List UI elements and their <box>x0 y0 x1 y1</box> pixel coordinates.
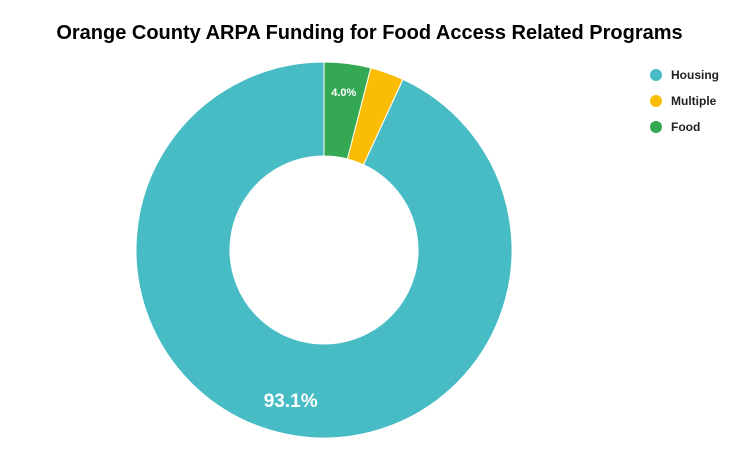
legend-item-housing[interactable]: Housing <box>650 62 719 88</box>
slice-housing[interactable] <box>135 61 513 439</box>
data-label-food: 4.0% <box>331 87 356 99</box>
legend-item-multiple[interactable]: Multiple <box>650 88 719 114</box>
data-label-housing: 93.1% <box>264 391 318 412</box>
legend: Housing Multiple Food <box>650 62 719 140</box>
legend-swatch-housing <box>650 69 662 81</box>
legend-swatch-multiple <box>650 95 662 107</box>
slice-food[interactable] <box>323 61 372 160</box>
legend-label-food: Food <box>671 120 701 134</box>
legend-label-multiple: Multiple <box>671 94 717 108</box>
labels-group: 93.1% 4.0% <box>264 87 357 412</box>
legend-label-housing: Housing <box>671 68 719 82</box>
legend-swatch-food <box>650 121 662 133</box>
slice-multiple[interactable] <box>346 67 404 166</box>
chart-title: Orange County ARPA Funding for Food Acce… <box>56 22 683 44</box>
slices-group <box>135 61 513 439</box>
legend-item-food[interactable]: Food <box>650 114 719 140</box>
